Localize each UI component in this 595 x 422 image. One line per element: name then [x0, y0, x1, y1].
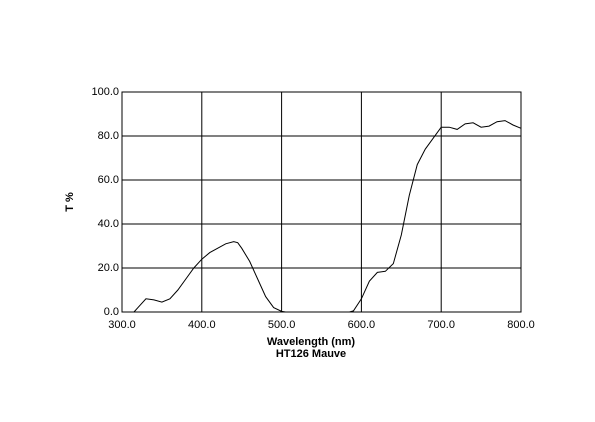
y-tick-label: 20.0	[98, 262, 119, 274]
x-axis-label: Wavelength (nm)	[267, 336, 356, 348]
x-tick-label: 500.0	[268, 319, 296, 331]
x-tick-label: 700.0	[427, 319, 455, 331]
y-tick-label: 100.0	[91, 86, 119, 98]
y-tick-label: 0.0	[104, 306, 119, 318]
y-axis-label: T %	[64, 192, 76, 212]
y-tick-label: 60.0	[98, 174, 119, 186]
y-tick-label: 40.0	[98, 218, 119, 230]
x-tick-label: 300.0	[108, 319, 136, 331]
data-line	[133, 120, 522, 313]
x-tick-label: 400.0	[188, 319, 216, 331]
x-tick-label: 600.0	[348, 319, 376, 331]
plot-frame	[121, 91, 522, 313]
chart-title: HT126 Mauve	[276, 348, 346, 360]
y-tick-label: 80.0	[98, 130, 119, 142]
x-tick-label: 800.0	[507, 319, 535, 331]
